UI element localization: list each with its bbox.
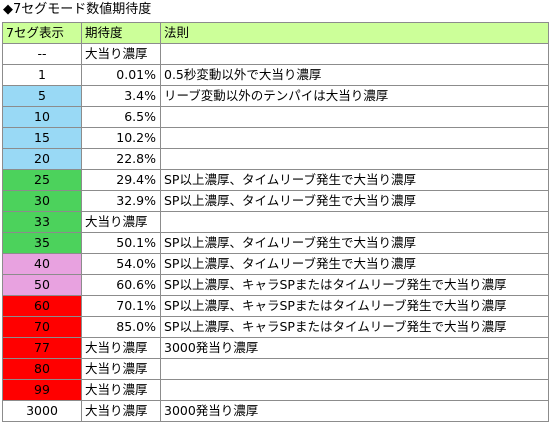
seg-display-cell: 70 — [2, 316, 82, 338]
expectation-cell: 大当り濃厚 — [81, 337, 161, 359]
table-row: 40 54.0% SP以上濃厚、タイムリーブ発生で大当り濃厚 — [2, 253, 549, 275]
expectation-cell: 大当り濃厚 — [81, 43, 161, 65]
table-row: 99 大当り濃厚 — [2, 379, 549, 401]
expectation-cell: 32.9% — [81, 190, 161, 212]
seg-display-cell: 33 — [2, 211, 82, 233]
table-row: 33 大当り濃厚 — [2, 211, 549, 233]
expectation-cell: 10.2% — [81, 127, 161, 149]
expectation-cell: 54.0% — [81, 253, 161, 275]
rule-cell: 0.5秒変動以外で大当り濃厚 — [160, 64, 549, 86]
rule-cell: SP以上濃厚、キャラSPまたはタイムリーブ発生で大当り濃厚 — [160, 274, 549, 296]
expectation-cell: 70.1% — [81, 295, 161, 317]
rule-cell: SP以上濃厚、タイムリーブ発生で大当り濃厚 — [160, 190, 549, 212]
rule-cell: 3000発当り濃厚 — [160, 400, 549, 422]
table-row: 10 6.5% — [2, 106, 549, 128]
seg-display-cell: 20 — [2, 148, 82, 170]
table-row: -- 大当り濃厚 — [2, 43, 549, 65]
expectation-cell: 50.1% — [81, 232, 161, 254]
table-header-row: 7セグ表示 期待度 法則 — [2, 22, 549, 44]
table-row: 77 大当り濃厚 3000発当り濃厚 — [2, 337, 549, 359]
table-body: -- 大当り濃厚 1 0.01% 0.5秒変動以外で大当り濃厚 5 3.4% リーブ変動以外の… — [2, 43, 549, 422]
expectation-cell: 60.6% — [81, 274, 161, 296]
table-row: 20 22.8% — [2, 148, 549, 170]
rule-cell: リーブ変動以外のテンパイは大当り濃厚 — [160, 85, 549, 107]
expectation-cell: 29.4% — [81, 169, 161, 191]
expectation-cell: 大当り濃厚 — [81, 400, 161, 422]
seg-display-cell: 50 — [2, 274, 82, 296]
rule-cell: SP以上濃厚、キャラSPまたはタイムリーブ発生で大当り濃厚 — [160, 316, 549, 338]
rule-cell: SP以上濃厚、タイムリーブ発生で大当り濃厚 — [160, 169, 549, 191]
table-row: 25 29.4% SP以上濃厚、タイムリーブ発生で大当り濃厚 — [2, 169, 549, 191]
header-expectation: 期待度 — [81, 22, 161, 44]
seg-display-cell: 15 — [2, 127, 82, 149]
page-title: ◆7セグモード数値期待度 — [3, 2, 152, 17]
rule-cell — [160, 127, 549, 149]
expectation-cell: 6.5% — [81, 106, 161, 128]
seg-display-cell: 77 — [2, 337, 82, 359]
header-seg-display: 7セグ表示 — [2, 22, 82, 44]
seg-display-cell: 60 — [2, 295, 82, 317]
seg-display-cell: 40 — [2, 253, 82, 275]
table-row: 15 10.2% — [2, 127, 549, 149]
seg-display-cell: 25 — [2, 169, 82, 191]
rule-cell — [160, 211, 549, 233]
table-row: 5 3.4% リーブ変動以外のテンパイは大当り濃厚 — [2, 85, 549, 107]
seg-display-cell: -- — [2, 43, 82, 65]
seg-display-cell: 10 — [2, 106, 82, 128]
table-row: 80 大当り濃厚 — [2, 358, 549, 380]
table-row: 70 85.0% SP以上濃厚、キャラSPまたはタイムリーブ発生で大当り濃厚 — [2, 316, 549, 338]
table-row: 1 0.01% 0.5秒変動以外で大当り濃厚 — [2, 64, 549, 86]
seg-display-cell: 3000 — [2, 400, 82, 422]
expectation-cell: 22.8% — [81, 148, 161, 170]
rule-cell — [160, 358, 549, 380]
rule-cell — [160, 106, 549, 128]
seg-display-cell: 5 — [2, 85, 82, 107]
rule-cell: 3000発当り濃厚 — [160, 337, 549, 359]
seg-display-cell: 99 — [2, 379, 82, 401]
expectation-cell: 85.0% — [81, 316, 161, 338]
expectation-table: 7セグ表示 期待度 法則 -- 大当り濃厚 1 0.01% 0.5秒変動以外で大当り濃厚… — [2, 22, 549, 422]
expectation-cell: 3.4% — [81, 85, 161, 107]
rule-cell — [160, 379, 549, 401]
table-row: 60 70.1% SP以上濃厚、キャラSPまたはタイムリーブ発生で大当り濃厚 — [2, 295, 549, 317]
expectation-cell: 大当り濃厚 — [81, 211, 161, 233]
rule-cell: SP以上濃厚、キャラSPまたはタイムリーブ発生で大当り濃厚 — [160, 295, 549, 317]
rule-cell — [160, 148, 549, 170]
table-row: 3000 大当り濃厚 3000発当り濃厚 — [2, 400, 549, 422]
rule-cell: SP以上濃厚、タイムリーブ発生で大当り濃厚 — [160, 253, 549, 275]
table-row: 30 32.9% SP以上濃厚、タイムリーブ発生で大当り濃厚 — [2, 190, 549, 212]
rule-cell — [160, 43, 549, 65]
seg-display-cell: 35 — [2, 232, 82, 254]
expectation-cell: 0.01% — [81, 64, 161, 86]
expectation-cell: 大当り濃厚 — [81, 358, 161, 380]
seg-display-cell: 30 — [2, 190, 82, 212]
seg-display-cell: 1 — [2, 64, 82, 86]
table-row: 35 50.1% SP以上濃厚、タイムリーブ発生で大当り濃厚 — [2, 232, 549, 254]
rule-cell: SP以上濃厚、タイムリーブ発生で大当り濃厚 — [160, 232, 549, 254]
header-rule: 法則 — [160, 22, 549, 44]
expectation-cell: 大当り濃厚 — [81, 379, 161, 401]
table-row: 50 60.6% SP以上濃厚、キャラSPまたはタイムリーブ発生で大当り濃厚 — [2, 274, 549, 296]
seg-display-cell: 80 — [2, 358, 82, 380]
